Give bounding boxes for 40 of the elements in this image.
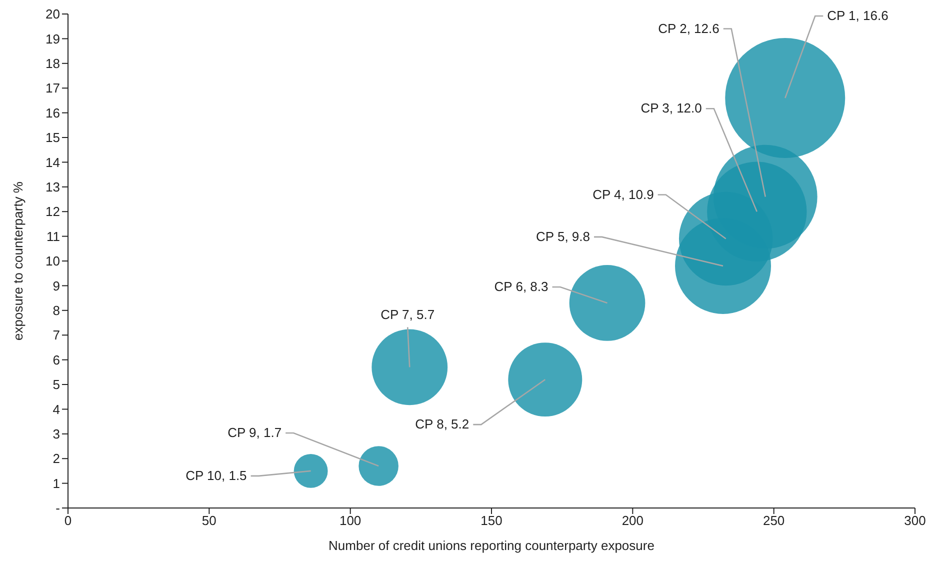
y-tick-label: 18 — [46, 56, 60, 72]
annotation: CP 4, 10.9 — [592, 186, 654, 202]
x-axis-title: Number of credit unions reporting counterparty exposure — [328, 538, 654, 553]
y-tick-label: - — [56, 500, 60, 516]
x-tick-label: 50 — [202, 513, 216, 528]
y-tick-label: 4 — [52, 402, 60, 417]
annotation: CP 1, 16.6 — [827, 8, 888, 23]
y-tick-label: 11 — [46, 228, 60, 244]
y-tick-label: 1 — [52, 476, 60, 491]
y-tick-label: 6 — [52, 352, 60, 368]
y-tick-label: 20 — [46, 6, 60, 22]
y-tick-label: 14 — [46, 154, 60, 170]
x-tick-label: 150 — [480, 513, 502, 528]
y-tick-label: 19 — [46, 31, 60, 46]
annotation: CP 2, 12.6 — [658, 20, 720, 36]
annotation: CP 7, 5.7 — [380, 307, 435, 322]
y-tick-label: 8 — [52, 303, 60, 318]
y-tick-label: 7 — [52, 328, 60, 343]
y-tick-label: 9 — [52, 278, 60, 294]
y-tick-label: 16 — [46, 105, 60, 120]
y-tick-label: 15 — [46, 130, 60, 146]
x-tick-label: 300 — [904, 513, 926, 528]
y-axis-title: exposure to counterparty % — [10, 181, 26, 340]
annotation: CP 6, 8.3 — [494, 278, 548, 294]
y-tick-label: 5 — [52, 377, 60, 392]
annotation: CP 3, 12.0 — [640, 100, 702, 116]
y-tick-label: 2 — [52, 451, 60, 466]
annotation: CP 8, 5.2 — [415, 416, 470, 432]
annotation: CP 9, 1.7 — [228, 425, 282, 440]
y-tick-label: 10 — [46, 254, 60, 269]
annotation: CP 10, 1.5 — [186, 468, 247, 483]
y-tick-label: 12 — [46, 204, 60, 220]
y-tick-label: 13 — [46, 180, 60, 195]
y-tick-label: 17 — [46, 80, 60, 96]
y-tick-label: 3 — [52, 426, 60, 442]
x-tick-label: 200 — [622, 513, 644, 528]
annotation: CP 5, 9.8 — [536, 228, 590, 244]
x-tick-label: 100 — [339, 513, 362, 528]
x-tick-label: 250 — [762, 513, 785, 528]
x-tick-label: 0 — [64, 513, 72, 528]
